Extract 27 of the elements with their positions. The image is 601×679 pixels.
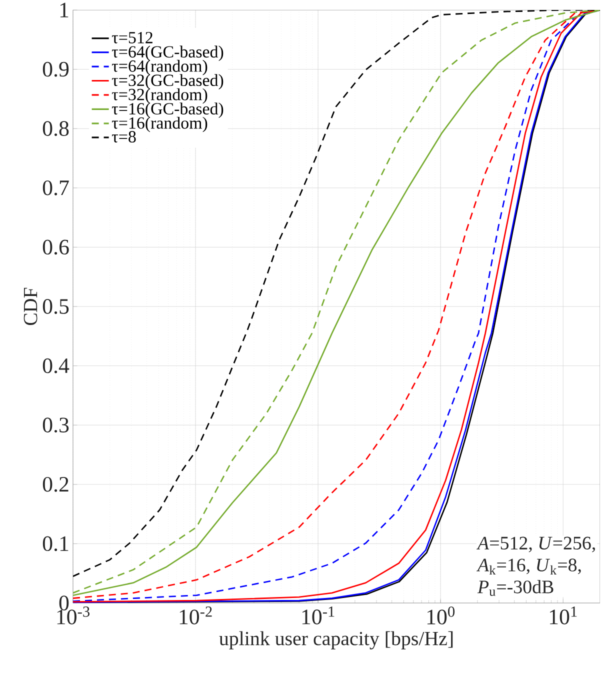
y-tick-label: 0.6 [42,240,69,255]
y-tick-label: 0.3 [42,418,69,433]
legend-label: τ=8 [112,131,136,142]
legend-label: τ=64(random) [112,60,208,76]
legend-label: τ=16(random) [112,116,208,132]
annotation: A$_{k}$=16, U$_{k}$=8, [476,558,581,574]
y-tick-label: 0.5 [42,299,69,314]
x-tick-label: 10$^{-1}$ [302,606,334,624]
legend-label: τ=32(GC-based) [112,74,224,90]
y-tick-label: 0.1 [42,536,68,552]
annotation: P$_{u}$=-30dB [477,580,554,596]
legend-label: τ=32(random) [112,88,208,104]
y-tick-label: 1 [60,2,68,18]
annotation: A=512, U=256, [476,536,595,552]
y-tick-label: 0.9 [42,62,69,77]
y-axis-title: CDF [24,288,38,326]
y-tick-label: 0.8 [42,121,69,136]
y-tick-label: 0.2 [42,476,68,492]
legend-label: τ=16(GC-based) [112,102,224,118]
x-tick-label: 10$^{0}$ [427,606,455,624]
x-axis-title: uplink user capacity [bps/Hz] [219,631,453,650]
y-tick-label: 0.7 [42,180,69,196]
x-tick-label: 10$^{1}$ [550,606,577,624]
x-tick-label: 10$^{-2}$ [180,606,212,624]
y-tick-label: 0.4 [42,358,70,374]
legend-label: τ=64(GC-based) [112,46,224,62]
legend-label: τ=512 [112,32,152,44]
